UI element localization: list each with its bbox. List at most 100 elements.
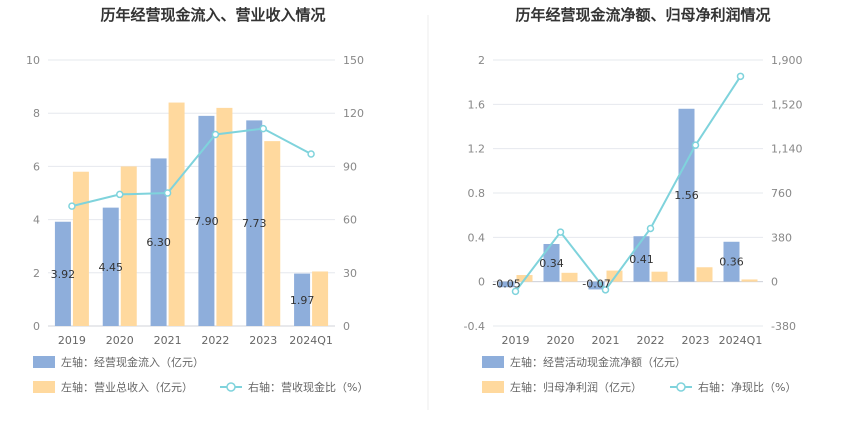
bar-data-label: 7.73 <box>242 217 267 230</box>
line-point <box>68 202 76 210</box>
x-tick-label: 2022 <box>201 334 229 347</box>
y-left-tick-label: 2 <box>478 54 485 67</box>
x-tick-label: 2022 <box>637 334 665 347</box>
bar-secondary <box>651 271 668 282</box>
legend-label: 右轴：营收现金比（%） <box>248 380 368 394</box>
legend-label: 左轴：归母净利润（亿元） <box>510 380 642 394</box>
line-point <box>163 189 172 197</box>
y-left-tick-label: 10 <box>26 54 40 67</box>
y-right-tick-label: 380 <box>771 231 792 244</box>
chart-2: 历年经营现金流净额、归母净利润情况 -0.4 0 0.4 0.8 1.2 1.6 2 -380 0… <box>464 6 803 394</box>
bar-primary <box>543 243 560 282</box>
bar-primary <box>588 281 605 290</box>
bar-secondary <box>168 102 185 326</box>
y-left-tick-label: 1.2 <box>468 143 486 156</box>
y-left-tick-label: 6 <box>33 160 40 173</box>
x-tick-label: 2023 <box>249 334 277 347</box>
y-right-tick-label: 60 <box>343 214 357 227</box>
x-tick-label: 2020 <box>106 334 134 347</box>
y-left-tick-label: 0.4 <box>468 231 486 244</box>
line-point <box>601 286 610 294</box>
legend-label: 左轴：营业总收入（亿元） <box>61 380 193 394</box>
bar-data-label: 7.90 <box>194 215 219 228</box>
line-point <box>736 72 745 81</box>
line-point <box>211 130 220 139</box>
bar-secondary <box>264 141 281 326</box>
bar-primary <box>498 281 515 288</box>
bar-primary <box>678 108 695 282</box>
bar-secondary <box>72 171 89 326</box>
y-right-tick-label: 120 <box>343 107 364 120</box>
x-tick-label: 2019 <box>502 334 530 347</box>
bar-secondary <box>696 267 713 282</box>
chart-1: 历年经营现金流入、营业收入情况 0 2 4 6 8 10 0 30 60 90 120 150 2019 2… <box>26 6 368 394</box>
bar-secondary <box>120 166 137 326</box>
y-right-tick-label: 1,900 <box>771 54 803 67</box>
legend-marker <box>226 382 236 392</box>
bar-primary <box>246 120 263 326</box>
y-left-tick-label: 2 <box>33 267 40 280</box>
legend-swatch <box>482 356 504 368</box>
legend-swatch <box>482 381 504 393</box>
bar-secondary <box>561 272 578 282</box>
y-right-tick-label: 760 <box>771 187 792 200</box>
legend-swatch <box>33 381 55 393</box>
y-right-tick-label: 90 <box>343 160 357 173</box>
x-tick-label: 2024Q1 <box>719 334 763 347</box>
line-point <box>556 228 565 236</box>
bar-secondary <box>741 279 758 282</box>
legend-marker <box>676 382 686 392</box>
legend: 左轴：经营活动现金流净额（亿元） 左轴：归母净利润（亿元） 右轴：净现比（%） <box>482 355 796 394</box>
bar-primary <box>723 241 740 282</box>
line-point <box>646 224 655 233</box>
legend-label: 左轴：经营活动现金流净额（亿元） <box>510 355 686 369</box>
bar-data-label: -0.05 <box>492 278 520 291</box>
x-tick-label: 2024Q1 <box>289 334 333 347</box>
bar-primary <box>54 221 71 326</box>
line-point <box>259 124 267 133</box>
x-tick-label: 2020 <box>547 334 575 347</box>
line-point <box>307 150 315 158</box>
bar-data-label: 1.97 <box>290 294 315 307</box>
bar-data-label: 6.30 <box>146 236 171 249</box>
chart-title: 历年经营现金流净额、归母净利润情况 <box>515 6 770 24</box>
x-tick-label: 2023 <box>682 334 710 347</box>
bar-data-label: 3.92 <box>51 268 76 281</box>
bar-secondary <box>216 107 233 326</box>
y-right-tick-label: 1,140 <box>771 143 803 156</box>
bar-data-label: -0.07 <box>582 278 610 291</box>
y-left-tick-label: 8 <box>33 107 40 120</box>
y-left-tick-label: 0 <box>33 320 40 333</box>
bar-data-label: 4.45 <box>99 261 124 274</box>
bar-data-label: 0.41 <box>629 253 654 266</box>
y-right-tick-label: 1,520 <box>771 98 803 111</box>
line-point <box>691 141 700 149</box>
x-tick-label: 2021 <box>592 334 620 347</box>
y-right-tick-label: 0 <box>771 276 778 289</box>
bar-primary <box>102 207 119 326</box>
legend-label: 左轴：经营现金流入（亿元） <box>61 355 204 369</box>
bar-secondary <box>312 271 329 326</box>
y-left-tick-label: 0.8 <box>468 187 486 200</box>
y-right-tick-label: -380 <box>771 320 796 333</box>
chart-title: 历年经营现金流入、营业收入情况 <box>100 6 325 24</box>
y-left-tick-label: 4 <box>33 214 40 227</box>
x-tick-label: 2019 <box>58 334 86 347</box>
line-point <box>116 190 124 199</box>
y-right-tick-label: 0 <box>343 320 350 333</box>
legend-label: 右轴：净现比（%） <box>698 380 796 394</box>
y-left-tick-label: 0 <box>478 276 485 289</box>
bar-data-label: 1.56 <box>674 189 699 202</box>
y-right-tick-label: 150 <box>343 54 364 67</box>
legend: 左轴：经营现金流入（亿元） 左轴：营业总收入（亿元） 右轴：营收现金比（%） <box>33 355 368 394</box>
bar-primary <box>150 158 167 326</box>
legend-swatch <box>33 356 55 368</box>
y-left-tick-label: -0.4 <box>464 320 485 333</box>
series-line <box>71 127 312 208</box>
x-tick-label: 2021 <box>154 334 182 347</box>
bar-primary <box>294 273 311 326</box>
bar-data-label: 0.34 <box>539 257 564 270</box>
bar-primary <box>198 115 215 326</box>
